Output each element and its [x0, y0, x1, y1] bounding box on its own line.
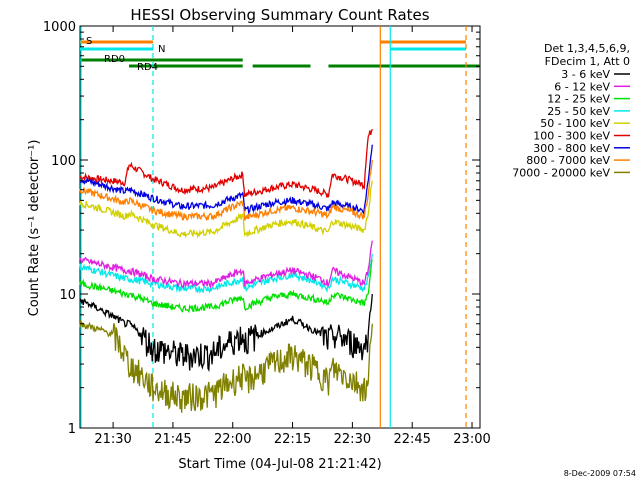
legend: Det 1,3,4,5,6,9,FDecim 1, Att 03 - 6 keV… — [512, 42, 630, 179]
x-axis: 21:30 21:45 22:00 22:15 22:30 22:45 23:00 — [94, 26, 491, 447]
x-tick-label-6: 23:00 — [453, 432, 490, 447]
y-tick-label-2: 100 — [51, 154, 76, 169]
timestamp: 8-Dec-2009 07:54 — [564, 469, 636, 478]
y-axis-label: Count Rate (s⁻¹ detector⁻¹) — [27, 140, 42, 317]
series-line-7000-20000-kev — [79, 319, 373, 413]
series-line-300-800-kev — [79, 144, 373, 217]
series-group — [79, 128, 373, 413]
series-line-6-12-kev — [79, 240, 373, 289]
legend-label-1: 6 - 12 keV — [554, 80, 610, 93]
legend-label-5: 100 - 300 keV — [533, 130, 610, 143]
plot-frame — [79, 25, 481, 429]
series-line-100-300-kev — [79, 128, 373, 198]
legend-label-6: 300 - 800 keV — [533, 142, 610, 155]
x-tick-label-3: 22:15 — [274, 432, 311, 447]
series-line-3-6-kev — [79, 293, 373, 373]
x-axis-label: Start Time (04-Jul-08 21:21:42) — [178, 457, 381, 472]
series-line-50-100-kev — [79, 180, 373, 239]
series-line-25-50-kev — [79, 253, 373, 295]
legend-label-3: 25 - 50 keV — [547, 105, 610, 118]
y-tick-label-3: 1000 — [43, 20, 76, 35]
legend-label-2: 12 - 25 keV — [547, 93, 610, 106]
flag-label-rd4: RD4 — [137, 62, 158, 73]
legend-label-4: 50 - 100 keV — [540, 117, 610, 130]
legend-header-0: Det 1,3,4,5,6,9, — [544, 42, 630, 55]
x-tick-label-1: 21:45 — [154, 432, 191, 447]
legend-label-7: 800 - 7000 keV — [526, 154, 610, 167]
chart-title: HESSI Observing Summary Count Rates — [130, 6, 429, 24]
y-tick-label-1: 10 — [59, 288, 76, 303]
y-tick-label-0: 1 — [68, 422, 76, 437]
legend-label-0: 3 - 6 keV — [561, 68, 610, 81]
flag-label-s: S — [86, 36, 92, 47]
x-tick-label-5: 22:45 — [393, 432, 430, 447]
series-line-800-7000-kev — [79, 159, 373, 222]
y-axis: 1 10 100 1000 — [43, 20, 480, 437]
x-tick-label-2: 22:00 — [214, 432, 251, 447]
x-tick-label-0: 21:30 — [94, 432, 131, 447]
flag-label-rd0: RD0 — [104, 54, 125, 65]
x-tick-label-4: 22:30 — [334, 432, 371, 447]
legend-header-1: FDecim 1, Att 0 — [545, 55, 630, 68]
legend-label-8: 7000 - 20000 keV — [512, 166, 610, 179]
series-line-12-25-kev — [79, 259, 373, 314]
flag-label-n: N — [158, 44, 165, 55]
